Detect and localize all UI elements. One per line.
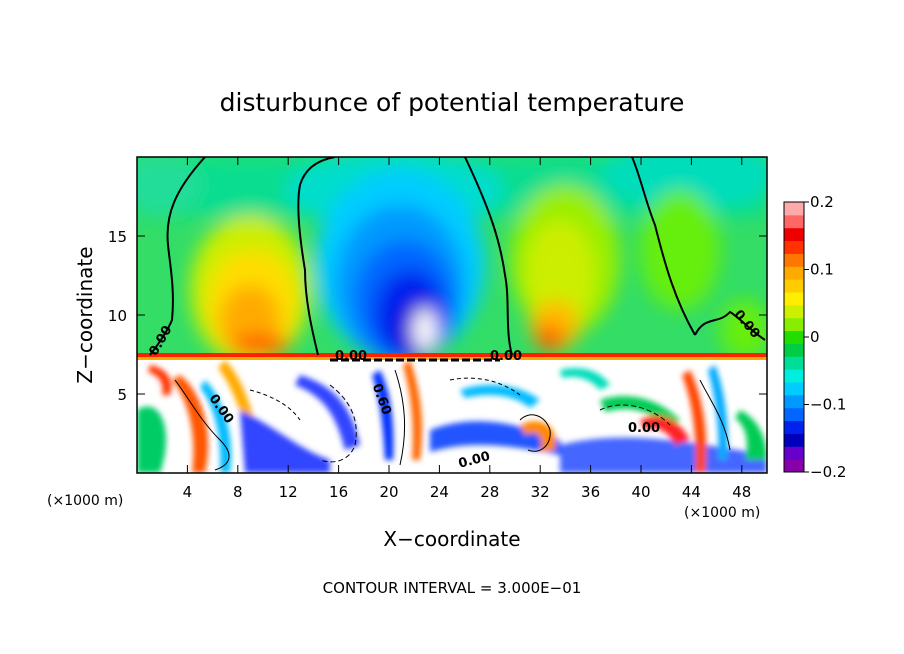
x-tick-label: 24 bbox=[430, 483, 449, 501]
colorbar-swatch bbox=[784, 356, 804, 370]
colorbar-swatch bbox=[784, 407, 804, 422]
y-tick-label: 5 bbox=[117, 386, 127, 404]
colorbar-swatch bbox=[784, 279, 804, 293]
colorbar-swatch bbox=[784, 304, 804, 319]
contour-label: 0.00 bbox=[335, 349, 367, 364]
x-unit-label-right: (×1000 m) bbox=[684, 505, 760, 521]
colorbar-swatch bbox=[784, 330, 804, 344]
x-tick-label: 4 bbox=[183, 483, 193, 501]
colorbar-swatch bbox=[784, 227, 804, 242]
colorbar-swatch bbox=[784, 446, 804, 460]
colorbar-swatch bbox=[784, 214, 804, 229]
x-axis-title: X−coordinate bbox=[383, 527, 520, 551]
colorbar-swatch bbox=[784, 433, 804, 447]
contour-label: 0.00 bbox=[490, 349, 522, 364]
x-tick-label: 28 bbox=[480, 483, 499, 501]
contour-lines-lower bbox=[174, 358, 731, 471]
x-tick-label: 44 bbox=[682, 483, 701, 501]
contour-interval-note: CONTOUR INTERVAL = 3.000E−01 bbox=[323, 579, 582, 597]
y-axis: 5 10 15 bbox=[108, 228, 767, 404]
chart-title: disturbunce of potential temperature bbox=[220, 88, 685, 117]
x-tick-label: 8 bbox=[233, 483, 243, 501]
x-tick-label: 32 bbox=[531, 483, 550, 501]
colorbar-tick-label: 0.1 bbox=[810, 261, 834, 279]
upper-field-shading bbox=[137, 157, 767, 365]
x-axis: 4 8 12 16 20 24 28 32 36 40 44 48 bbox=[183, 157, 751, 501]
x-tick-label: 48 bbox=[732, 483, 751, 501]
colorbar-swatch bbox=[784, 292, 804, 306]
y-axis-title: Z−coordinate bbox=[73, 246, 97, 383]
contour-label: 0.00 bbox=[628, 421, 660, 436]
y-tick-label: 10 bbox=[108, 307, 127, 325]
plot-area: 0.00 0.00 0.00 0.00 0.00 0.60 0.00 0.00 bbox=[137, 157, 767, 473]
colorbar-ticks: 0.2 0.1 0 −0.1 −0.2 bbox=[804, 193, 846, 481]
colorbar-swatch bbox=[784, 202, 804, 216]
x-tick-label: 20 bbox=[379, 483, 398, 501]
x-tick-label: 36 bbox=[581, 483, 600, 501]
colorbar-tick-label: −0.2 bbox=[810, 463, 846, 481]
colorbar-swatch bbox=[784, 317, 804, 332]
colorbar-swatch bbox=[784, 343, 804, 357]
colorbar bbox=[784, 202, 804, 473]
colorbar-swatch bbox=[784, 394, 804, 409]
colorbar-swatch bbox=[784, 253, 804, 267]
colorbar-swatch bbox=[784, 459, 804, 473]
colorbar-swatch bbox=[784, 240, 804, 254]
colorbar-swatch bbox=[784, 266, 804, 280]
colorbar-swatch bbox=[784, 382, 804, 396]
x-tick-label: 12 bbox=[279, 483, 298, 501]
colorbar-swatch bbox=[784, 369, 804, 383]
inversion-band bbox=[137, 353, 767, 357]
colorbar-tick-label: 0 bbox=[810, 328, 820, 346]
x-unit-label-left: (×1000 m) bbox=[47, 493, 123, 509]
contour-lines bbox=[149, 157, 766, 356]
x-tick-label: 16 bbox=[329, 483, 348, 501]
y-tick-label: 15 bbox=[108, 228, 127, 246]
colorbar-tick-label: −0.1 bbox=[810, 396, 846, 414]
x-tick-label: 40 bbox=[631, 483, 650, 501]
colorbar-swatch bbox=[784, 420, 804, 434]
colorbar-tick-label: 0.2 bbox=[810, 193, 834, 211]
